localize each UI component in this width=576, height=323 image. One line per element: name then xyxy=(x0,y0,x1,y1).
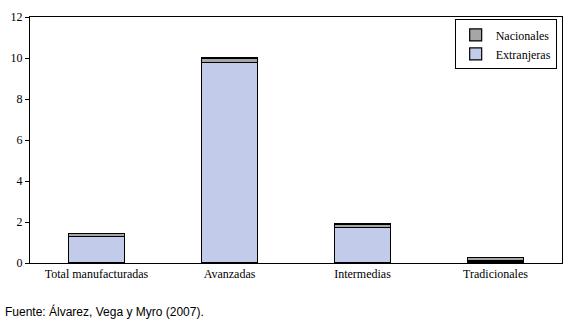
svg-text:8: 8 xyxy=(17,92,23,106)
svg-text:Total manufacturadas: Total manufacturadas xyxy=(45,267,149,281)
svg-text:12: 12 xyxy=(11,10,23,24)
svg-text:Extranjeras: Extranjeras xyxy=(496,48,551,62)
svg-text:Intermedias: Intermedias xyxy=(334,267,391,281)
svg-text:Tradicionales: Tradicionales xyxy=(463,267,528,281)
svg-text:Nacionales: Nacionales xyxy=(496,29,550,43)
svg-text:2: 2 xyxy=(17,215,23,229)
svg-text:Fuente: Álvarez, Vega y Myro (: Fuente: Álvarez, Vega y Myro (2007). xyxy=(5,304,204,319)
svg-text:Avanzadas: Avanzadas xyxy=(204,267,256,281)
svg-text:10: 10 xyxy=(11,51,23,65)
svg-text:0: 0 xyxy=(17,256,23,270)
svg-text:4: 4 xyxy=(17,174,23,188)
svg-text:6: 6 xyxy=(17,133,23,147)
